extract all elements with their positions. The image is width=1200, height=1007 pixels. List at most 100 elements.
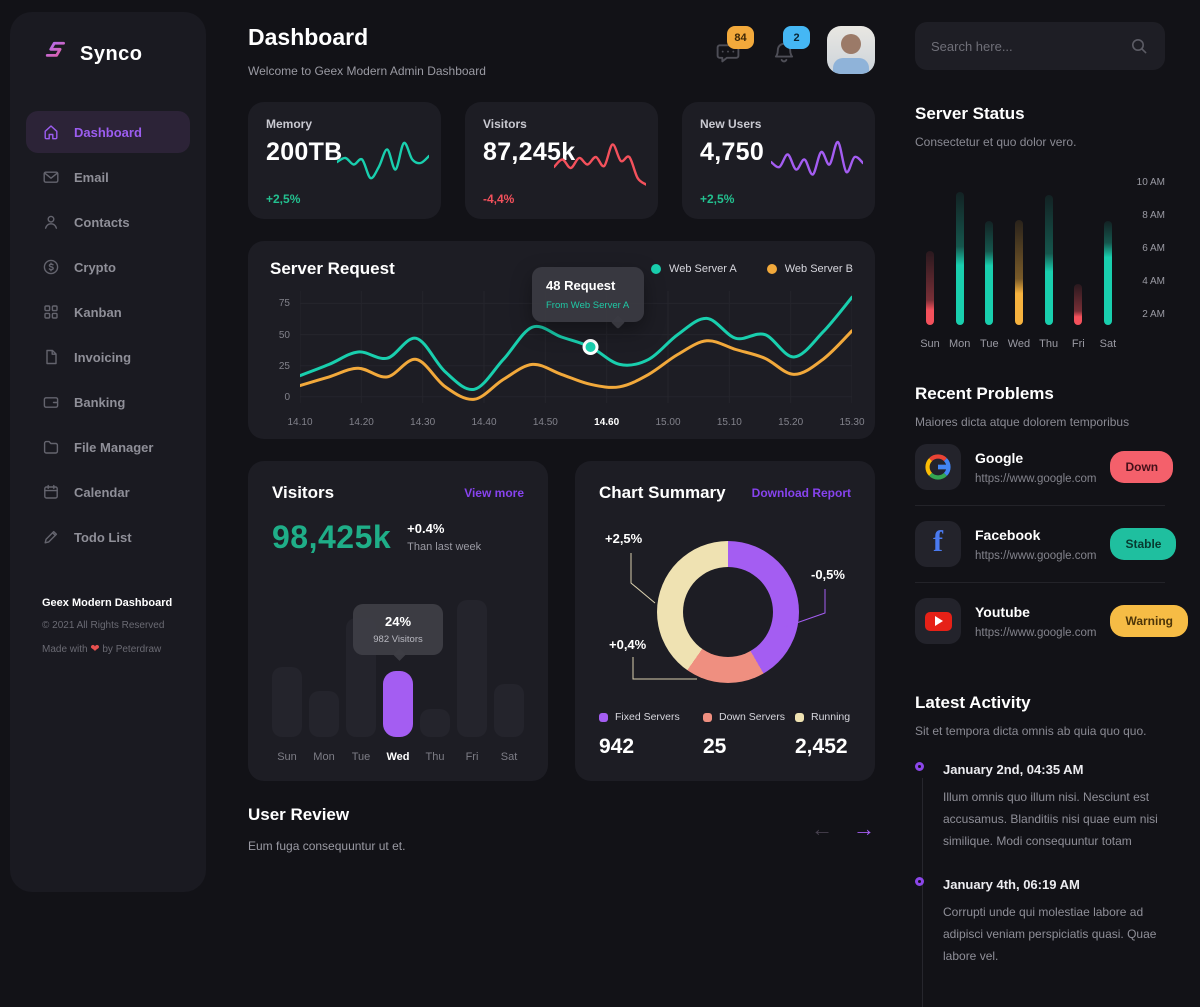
crypto-icon [42,258,60,276]
sidebar-item-todo-list[interactable]: Todo List [26,516,190,558]
status-column-fri: Fri [1065,177,1091,350]
visitors-tooltip-label: 982 Visitors [373,634,423,645]
view-more-link[interactable]: View more [464,486,524,500]
problem-row-facebook[interactable]: f Facebook https://www.google.com Stable [915,506,1177,583]
sidebar-item-contacts[interactable]: Contacts [26,201,190,243]
user-review-section: User Review Eum fuga consequuntur ut et.… [248,805,875,853]
stat-card-memory: Memory 200TB +2,5% [248,102,441,219]
status-day-label: Mon [948,338,971,350]
day-label: Sat [500,751,518,763]
topbar: Dashboard Welcome to Geex Modern Admin D… [248,24,875,78]
sidebar-item-label: Email [74,169,109,185]
status-day-label: Tue [980,338,999,350]
legend-dot [599,712,608,722]
visitors-title: Visitors [272,483,335,502]
legend-label: Down Servers [719,711,785,723]
sidebar-item-crypto[interactable]: Crypto [26,246,190,288]
timeline-marker-icon [915,762,924,771]
status-bar [955,191,964,325]
stat-label: New Users [700,117,762,131]
day-label: Fri [465,751,479,763]
sparkline-chart [335,134,431,195]
status-bar [1074,283,1083,325]
top-actions: 84 2 [715,24,875,78]
visitors-bar [420,709,450,737]
visitors-tooltip: 24% 982 Visitors [353,604,443,655]
problem-url: https://www.google.com [975,472,1097,485]
status-column-sun: Sun [917,177,943,350]
problem-name: Youtube [975,603,1030,620]
sidebar-item-label: Banking [74,394,126,410]
mail-icon [42,168,60,186]
day-label: Wed [386,751,410,763]
facebook-letter: f [933,525,943,558]
visitors-bar [272,667,302,737]
footer-app-name: Geex Modern Dashboard [42,597,173,609]
stat-label: Memory [266,117,313,131]
status-day-label: Sun [920,338,940,350]
server-status-title: Server Status [915,104,1025,123]
sidebar-item-label: Dashboard [74,124,142,140]
sidebar-item-invoicing[interactable]: Invoicing [26,336,190,378]
status-day-label: Wed [1007,338,1031,350]
sidebar-item-label: Contacts [74,214,130,230]
sidebar-nav: Dashboard Email Contacts Crypto Kanban Invoic… [26,111,190,558]
sidebar-item-dashboard[interactable]: Dashboard [26,111,190,153]
chat-icon[interactable]: 84 [715,26,754,71]
stat-card-new-users: New Users 4,750 +2,5% [682,102,875,219]
event-text: Illum omnis quo illum nisi. Nesciunt est… [943,790,1158,849]
event-text: Corrupti unde qui molestiae labore ad ad… [943,904,1157,963]
server-request-title: Server Request [270,259,395,278]
folder-icon [42,438,60,456]
server-request-chart: 75 50 25 0 14.10 14.20 14.30 14.40 14.50 14.60 15… [279,267,865,430]
visitors-bar [309,690,339,737]
status-column-wed: Wed [1006,177,1032,350]
visitors-tooltip-value: 24% [384,614,412,629]
server-request-card: Server Request Web Server A Web Server B … [248,241,875,439]
x-tick: 14.10 [287,417,313,428]
stat-label: Visitors [483,117,527,131]
sidebar-item-label: Invoicing [74,349,132,365]
problem-row-google[interactable]: Google https://www.google.com Down [915,429,1174,506]
notification-badge: 2 [783,26,810,49]
youtube-play [924,611,952,631]
status-bar [1014,219,1023,325]
download-report-link[interactable]: Download Report [751,486,851,500]
visitors-total: 98,425k [272,519,392,555]
search-input[interactable] [931,38,1129,54]
sparkline-chart [769,134,865,195]
problem-url: https://www.google.com [975,549,1097,562]
sidebar-item-file-manager[interactable]: File Manager [26,426,190,468]
timeline-marker-icon [915,876,924,886]
legend-item: Web Server B [766,263,853,275]
facebook-icon: f [915,521,961,567]
visitors-bar-highlighted [383,671,413,737]
problem-row-youtube[interactable]: Youtube https://www.google.com Warning [915,583,1189,659]
donut-annotation: -0,5% [811,567,845,582]
day-label: Tue [351,751,371,763]
user-avatar[interactable] [827,26,875,74]
bell-icon[interactable]: 2 [771,26,810,71]
legend-value: 2,452 [795,735,848,758]
event-date: January 4th, 06:19 AM [943,876,1080,892]
sidebar-item-calendar[interactable]: Calendar [26,471,190,513]
prev-arrow-icon[interactable]: ← [811,816,833,841]
heart-icon: ❤ [90,643,100,655]
status-day-label: Fri [1071,338,1085,350]
next-arrow-icon[interactable]: → [853,816,875,841]
search-icon[interactable] [1129,36,1149,56]
google-icon [915,444,961,490]
donut-annotation: +2,5% [605,531,643,546]
main-content: Dashboard Welcome to Geex Modern Admin D… [248,0,875,853]
status-badge: Stable [1110,528,1177,560]
status-column-tue: Tue [976,177,1002,350]
day-label: Thu [425,751,445,763]
sidebar-item-kanban[interactable]: Kanban [26,291,190,333]
chat-badge: 84 [727,26,754,49]
sidebar-item-label: Kanban [74,304,122,320]
problem-name: Google [975,449,1024,466]
sidebar-item-banking[interactable]: Banking [26,381,190,423]
chart-tooltip: 48 Request From Web Server A [532,267,644,322]
sidebar-item-label: Calendar [74,484,130,500]
sidebar-item-email[interactable]: Email [26,156,190,198]
